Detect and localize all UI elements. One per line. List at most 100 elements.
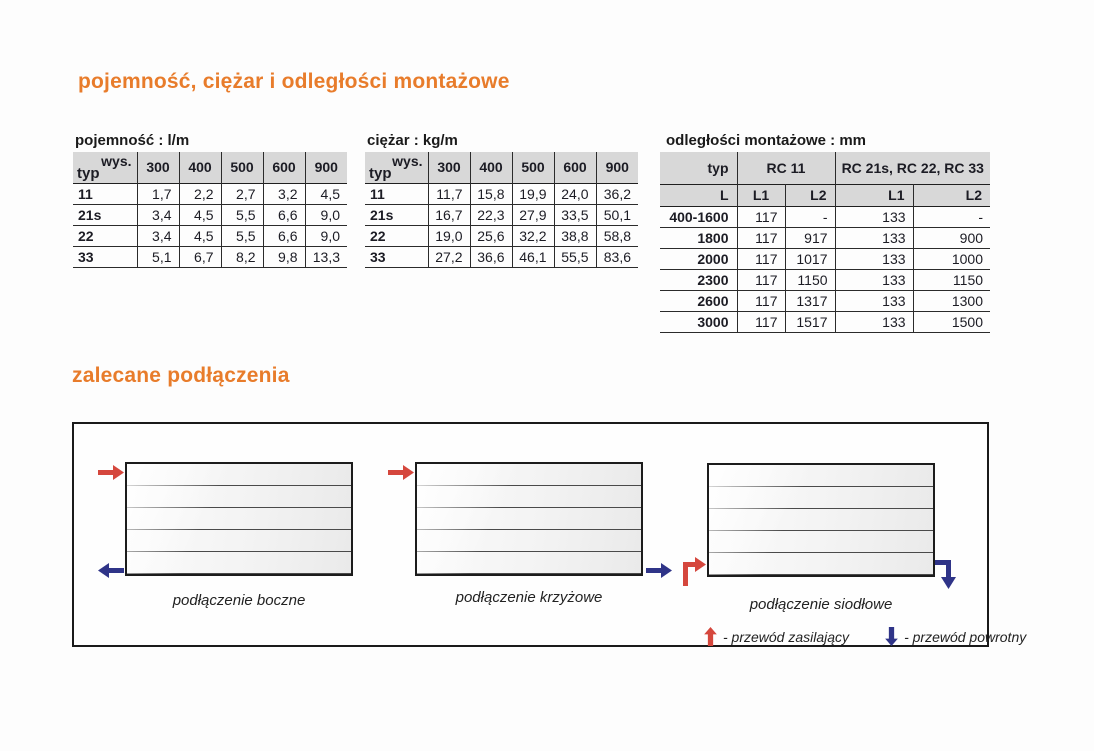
radiator-panel [417,530,641,552]
radiator-panel [709,465,933,487]
cell: 9,8 [262,246,305,267]
cell: 4,5 [178,225,221,246]
cell: 11,7 [427,183,470,204]
return-elbow-arrow-icon [935,560,956,589]
cell: 3,2 [262,183,305,204]
column-header: 500 [220,152,263,183]
cell: 117 [736,311,785,332]
mounting-table: typ RC 11 RC 21s, RC 22, RC 33 L L1 L2 L… [660,152,991,333]
table-row: 2300 117 1150 133 1150 [660,269,991,290]
cell: 1150 [784,269,836,290]
weight-table-caption: ciężar : kg/m [367,132,458,149]
supply-arrow-right-icon [388,465,414,480]
table-row: 21s 3,4 4,5 5,5 6,6 9,0 [73,204,347,225]
cell: 58,8 [595,225,638,246]
column-header-typ: typ [660,152,737,184]
row-label: 22 [370,227,386,244]
cell: 2,7 [220,183,263,204]
supply-up-arrow-icon [704,627,717,646]
cell: 38,8 [553,225,596,246]
column-header: 400 [178,152,221,183]
cell: 3,4 [136,204,179,225]
cell: 117 [736,290,785,311]
radiator-panel [127,508,351,530]
cell: 5,1 [136,246,179,267]
table-row: 22 3,4 4,5 5,5 6,6 9,0 [73,225,347,246]
table-header-row: wys. typ 300 400 500 600 900 [73,152,347,183]
table-row: 33 27,2 36,6 46,1 55,5 83,6 [365,246,638,267]
column-header: 300 [136,152,179,183]
cell: 5,5 [220,225,263,246]
cell: 1000 [912,248,991,269]
cell: 1300 [912,290,991,311]
table-row: 400-1600 117 - 133 - [660,206,991,227]
cell: 9,0 [304,225,347,246]
cell: 1500 [912,311,991,332]
radiator-panel [127,464,351,486]
legend-return-label: - przewód powrotny [904,628,1027,645]
row-label: 1800 [697,229,729,246]
row-label: 11 [78,185,93,202]
cell: 133 [834,269,914,290]
column-group-rc21s-22-33: RC 21s, RC 22, RC 33 [834,152,991,184]
cell: 6,6 [262,204,305,225]
cell: 1150 [912,269,991,290]
row-label: 21s [370,206,394,223]
radiator-panel [127,552,351,574]
connection-caption: podłączenie boczne [172,592,306,609]
cell: 133 [834,248,914,269]
corner-label-wys: wys. [101,153,132,169]
corner-label-typ: typ [369,164,392,182]
radiator-panel [709,531,933,553]
diagram-legend: - przewód zasilający - przewód powrotny [704,627,1026,646]
row-label: 11 [370,185,385,202]
cell: 5,5 [220,204,263,225]
corner-label-typ: typ [77,164,100,182]
row-label: 2600 [697,292,729,309]
connections-title: zalecane podłączenia [72,364,290,387]
column-header: 600 [553,152,596,183]
cell: - [912,206,991,227]
cell: 1,7 [136,183,179,204]
supply-elbow-arrow-icon [683,557,706,586]
radiator-graphic [415,462,643,576]
table-row: 11 1,7 2,2 2,7 3,2 4,5 [73,183,347,204]
return-arrow-right-icon [646,563,672,578]
cell: 33,5 [553,204,596,225]
subheader-L1: L1 [736,184,785,206]
cell: 4,5 [304,183,347,204]
cell: 19,0 [427,225,470,246]
row-label: 33 [78,248,94,265]
subheader-L2: L2 [912,184,991,206]
table-row: 2600 117 1317 133 1300 [660,290,991,311]
cell: 8,2 [220,246,263,267]
subheader-L2: L2 [784,184,836,206]
cell: 16,7 [427,204,470,225]
cell: 55,5 [553,246,596,267]
cell: 6,6 [262,225,305,246]
cell: 46,1 [511,246,554,267]
row-label: 3000 [697,313,729,330]
cell: 6,7 [178,246,221,267]
cell: 133 [834,227,914,248]
column-header: 500 [511,152,554,183]
cell: 900 [912,227,991,248]
column-header: 400 [469,152,512,183]
row-label: 2300 [697,271,729,288]
cell: 25,6 [469,225,512,246]
radiator-panel [417,464,641,486]
cell: 2,2 [178,183,221,204]
cell: 117 [736,227,785,248]
cell: 117 [736,206,785,227]
column-header: 600 [262,152,305,183]
mounting-table-caption: odległości montażowe : mm [666,132,867,149]
radiator-panel [417,486,641,508]
corner-label-wys: wys. [392,153,423,169]
table-header-row: typ RC 11 RC 21s, RC 22, RC 33 [660,152,991,184]
capacity-table: wys. typ 300 400 500 600 900 11 1,7 2,2 … [73,152,347,268]
page-title: pojemność, ciężar i odległości montażowe [78,70,510,93]
cell: 133 [834,311,914,332]
connection-caption: podłączenie siodłowe [749,596,893,613]
table-row: 3000 117 1517 133 1500 [660,311,991,332]
